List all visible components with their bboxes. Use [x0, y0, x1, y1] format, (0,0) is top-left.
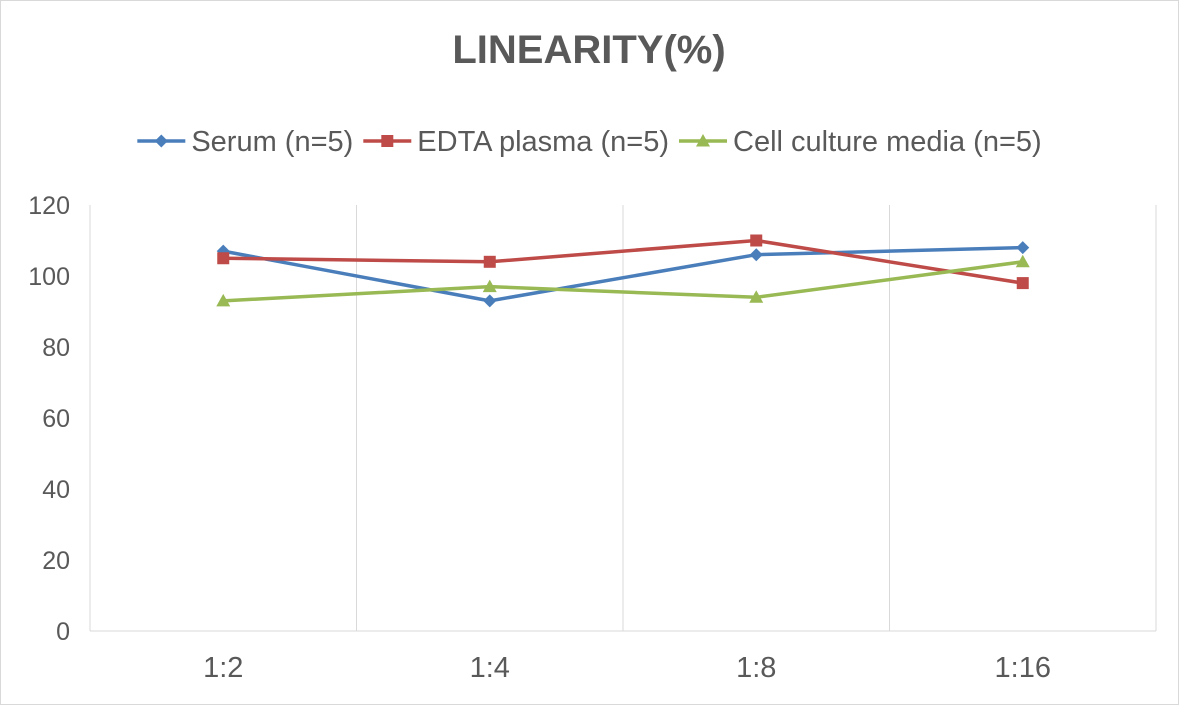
data-point-marker — [216, 293, 231, 307]
y-tick-label: 0 — [56, 618, 70, 646]
data-point-marker — [749, 248, 763, 262]
legend-item: Serum (n=5) — [137, 126, 353, 158]
data-point-marker — [482, 279, 497, 293]
chart-series — [216, 234, 1030, 308]
y-tick-label: 120 — [28, 192, 70, 220]
series-2 — [217, 234, 1029, 290]
y-tick-label: 20 — [42, 547, 70, 575]
data-point-marker — [749, 290, 764, 303]
x-tick-label: 1:4 — [470, 652, 510, 684]
legend-label: Serum (n=5) — [191, 126, 353, 158]
x-axis: 1:2 1:4 1:8 1:16 — [203, 652, 1051, 684]
x-tick-label: 1:16 — [995, 652, 1051, 684]
chart-title: LINEARITY(%) — [452, 28, 725, 72]
legend-marker — [381, 135, 394, 147]
data-point-marker — [1015, 254, 1030, 268]
data-point-marker — [483, 294, 497, 308]
data-point-marker — [750, 234, 763, 247]
legend-marker — [696, 134, 711, 147]
series-line — [221, 245, 1025, 303]
series-line — [221, 238, 1025, 285]
series-line — [221, 260, 1025, 303]
x-tick-label: 1:8 — [736, 652, 776, 684]
legend-item: Cell culture media (n=5) — [679, 126, 1042, 158]
y-axis: 0 20 40 60 80 100 120 — [28, 192, 70, 646]
y-tick-label: 40 — [42, 476, 70, 504]
legend-item: EDTA plasma (n=5) — [363, 126, 669, 158]
y-tick-label: 60 — [42, 405, 70, 433]
legend-label: EDTA plasma (n=5) — [417, 126, 669, 158]
y-tick-label: 100 — [28, 263, 70, 291]
legend-marker — [154, 134, 168, 148]
y-tick-label: 80 — [42, 334, 70, 362]
chart-legend: Serum (n=5) EDTA plasma (n=5) Cell culture… — [137, 126, 1042, 158]
data-point-marker — [217, 252, 230, 265]
series-3 — [216, 254, 1030, 307]
data-point-marker — [483, 255, 496, 268]
chart-gridlines — [89, 205, 1157, 632]
legend-label: Cell culture media (n=5) — [733, 126, 1042, 158]
data-point-marker — [1016, 241, 1030, 255]
data-point-marker — [1016, 277, 1029, 290]
x-tick-label: 1:2 — [203, 652, 243, 684]
